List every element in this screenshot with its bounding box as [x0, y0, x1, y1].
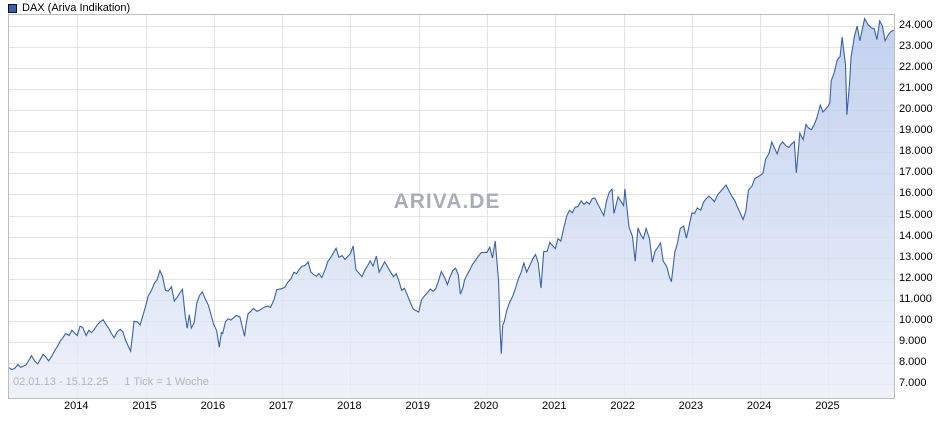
y-tick-label: 20.000	[899, 103, 933, 116]
y-tick-label: 18.000	[899, 145, 933, 158]
y-tick-label: 8.000	[899, 356, 927, 369]
y-tick-label: 23.000	[899, 40, 933, 53]
y-tick-label: 19.000	[899, 124, 933, 137]
y-tick-label: 16.000	[899, 187, 933, 200]
y-tick-label: 12.000	[899, 271, 933, 284]
y-tick-label: 14.000	[899, 229, 933, 242]
chart-plot-area[interactable]: ARIVA.DE 02.01.13 - 15.12.25 1 Tick = 1 W…	[8, 14, 895, 399]
x-tick-label: 2020	[473, 400, 499, 412]
legend: DAX (Ariva Indikation)	[8, 2, 130, 14]
y-tick-label: 22.000	[899, 61, 933, 74]
y-tick-label: 9.000	[899, 334, 927, 347]
x-tick-label: 2021	[542, 400, 567, 412]
x-tick-label: 2015	[132, 400, 157, 412]
tick-info: 1 Tick = 1 Woche	[124, 376, 209, 388]
y-tick-label: 13.000	[899, 250, 933, 263]
y-tick-label: 15.000	[899, 208, 933, 221]
date-range-info: 02.01.13 - 15.12.25 1 Tick = 1 Woche	[13, 376, 209, 388]
x-tick-label: 2018	[337, 400, 362, 412]
y-axis-labels: 7.000 8.000 9.000 10.000 11.000 12.000 13.000 1…	[899, 14, 940, 400]
y-tick-label: 24.000	[899, 18, 933, 31]
x-tick-label: 2025	[815, 400, 840, 412]
y-tick-label: 21.000	[899, 82, 933, 95]
x-tick-label: 2023	[678, 400, 704, 412]
y-tick-label: 10.000	[899, 313, 933, 326]
x-tick-label: 2017	[268, 400, 294, 412]
watermark: ARIVA.DE	[393, 190, 501, 213]
x-tick-label: 2016	[200, 400, 226, 412]
x-axis-labels: 2014 2015 2016 2017 2018 2019 2020 2021 2022 2023…	[8, 400, 893, 414]
x-tick-label: 2019	[405, 400, 430, 412]
date-range: 02.01.13 - 15.12.25	[13, 376, 109, 388]
x-tick-label: 2024	[746, 400, 772, 412]
chart-title: DAX (Ariva Indikation)	[22, 2, 131, 14]
x-tick-label: 2022	[610, 400, 635, 412]
series-marker-icon	[8, 3, 17, 13]
y-tick-label: 17.000	[899, 166, 933, 179]
y-tick-label: 11.000	[899, 292, 932, 305]
y-tick-label: 7.000	[899, 377, 927, 390]
chart-canvas	[9, 15, 894, 398]
x-tick-label: 2014	[64, 400, 89, 412]
